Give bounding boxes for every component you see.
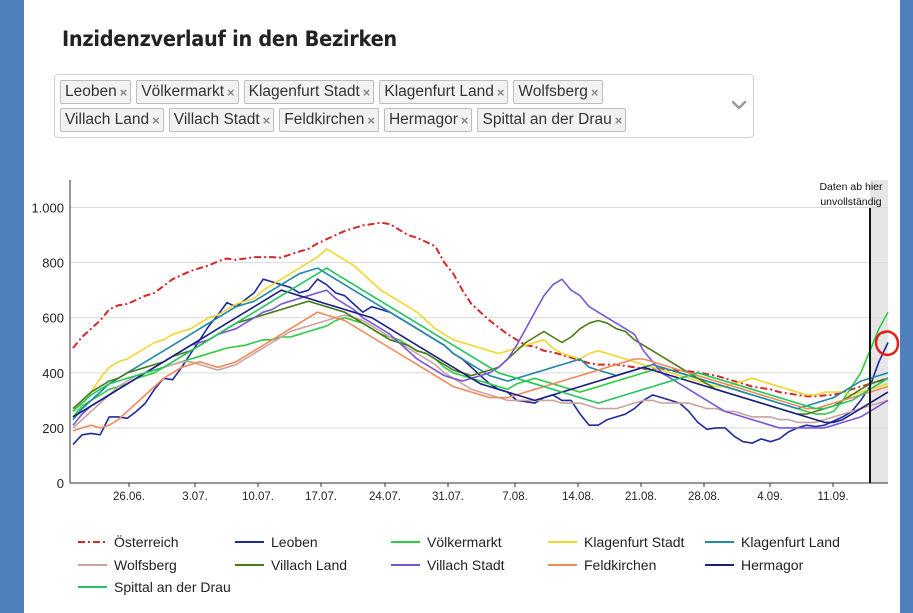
y-tick-label: 1.000 [31, 201, 64, 216]
legend-label: Völkermarkt [427, 534, 502, 550]
legend-label: Hermagor [741, 557, 804, 573]
selected-tag: Villach Stadt × [168, 108, 275, 132]
annotation-line-2: unvollständig [820, 196, 881, 208]
remove-tag-icon[interactable]: × [119, 84, 128, 100]
series-line [72, 267, 889, 412]
series-line [72, 289, 889, 424]
selected-tag: Spittal an der Drau × [477, 108, 627, 132]
legend-label: Klagenfurt Stadt [584, 534, 685, 550]
district-selector[interactable]: Leoben × Völkermarkt × Klagenfurt Stadt × Klag… [54, 74, 754, 138]
legend-label: Villach Land [271, 557, 347, 573]
tag-label: Villach Land [65, 111, 150, 128]
remove-tag-icon[interactable]: × [362, 84, 371, 100]
x-tick-label: 26.06. [113, 491, 145, 503]
x-tick-label: 11.09. [817, 491, 848, 503]
remove-tag-icon[interactable]: × [152, 112, 160, 128]
x-tick-label: 14.08. [562, 491, 594, 503]
selected-tags: Leoben × Völkermarkt × Klagenfurt Stadt × Klag… [60, 80, 710, 132]
remove-tag-icon[interactable]: × [590, 84, 599, 100]
legend-label: Spittal an der Drau [114, 579, 231, 595]
selected-tag: Völkermarkt × [136, 80, 239, 104]
annotation-line-1: Daten ab hier [819, 181, 883, 193]
selected-tag: Villach Land × [60, 108, 164, 132]
series-line [72, 221, 889, 398]
tag-label: Villach Stadt [173, 111, 260, 128]
x-tick-label: 21.08. [625, 491, 657, 503]
selected-tag: Feldkirchen × [279, 108, 379, 132]
chevron-down-icon[interactable] [729, 95, 749, 115]
page-title: Inzidenzverlauf in den Bezirken [62, 27, 397, 51]
legend-label: Wolfsberg [114, 557, 177, 573]
x-tick-label: 10.07. [242, 491, 274, 503]
series-line [72, 278, 889, 429]
tag-label: Völkermarkt [141, 83, 225, 100]
selected-tag: Hermagor × [383, 108, 473, 132]
y-tick-label: 0 [57, 476, 64, 491]
selected-tag: Leoben × [60, 80, 132, 104]
legend-label: Klagenfurt Land [741, 534, 840, 550]
tag-label: Klagenfurt Land [384, 83, 494, 100]
selected-tag: Klagenfurt Stadt × [243, 80, 375, 104]
series-line [72, 311, 889, 418]
legend-label: Leoben [271, 534, 318, 550]
y-tick-label: 200 [42, 421, 64, 436]
x-tick-label: 4.09. [757, 491, 783, 503]
remove-tag-icon[interactable]: × [614, 112, 623, 128]
x-tick-label: 24.07. [369, 491, 401, 503]
tag-label: Klagenfurt Stadt [248, 83, 360, 100]
selected-tag: Klagenfurt Land × [379, 80, 509, 104]
remove-tag-icon[interactable]: × [460, 112, 469, 128]
x-tick-label: 31.07. [432, 491, 464, 503]
tag-label: Wolfsberg [518, 83, 588, 100]
series-line [72, 267, 889, 421]
y-tick-label: 600 [42, 311, 64, 326]
x-tick-label: 7.08. [502, 491, 528, 503]
remove-tag-icon[interactable]: × [496, 84, 505, 100]
incomplete-data-band [870, 180, 888, 483]
remove-tag-icon[interactable]: × [227, 84, 235, 100]
selected-tag: Wolfsberg × [513, 80, 603, 104]
series-line [72, 314, 889, 429]
y-tick-label: 800 [42, 256, 64, 271]
highlight-circle [874, 330, 900, 356]
legend-label: Österreich [114, 533, 179, 550]
tag-label: Leoben [65, 83, 117, 100]
series-line [72, 311, 889, 432]
tag-label: Hermagor [388, 111, 458, 128]
legend-label: Feldkirchen [584, 557, 656, 573]
legend-label: Villach Stadt [427, 557, 505, 573]
x-tick-label: 3.07. [182, 491, 208, 503]
series-line [72, 248, 889, 412]
x-tick-label: 17.07. [305, 491, 337, 503]
tag-label: Spittal an der Drau [482, 111, 612, 128]
remove-tag-icon[interactable]: × [262, 112, 271, 128]
x-tick-label: 28.08. [688, 491, 720, 503]
tag-label: Feldkirchen [284, 111, 365, 128]
y-tick-label: 400 [42, 366, 64, 381]
remove-tag-icon[interactable]: × [367, 112, 375, 128]
